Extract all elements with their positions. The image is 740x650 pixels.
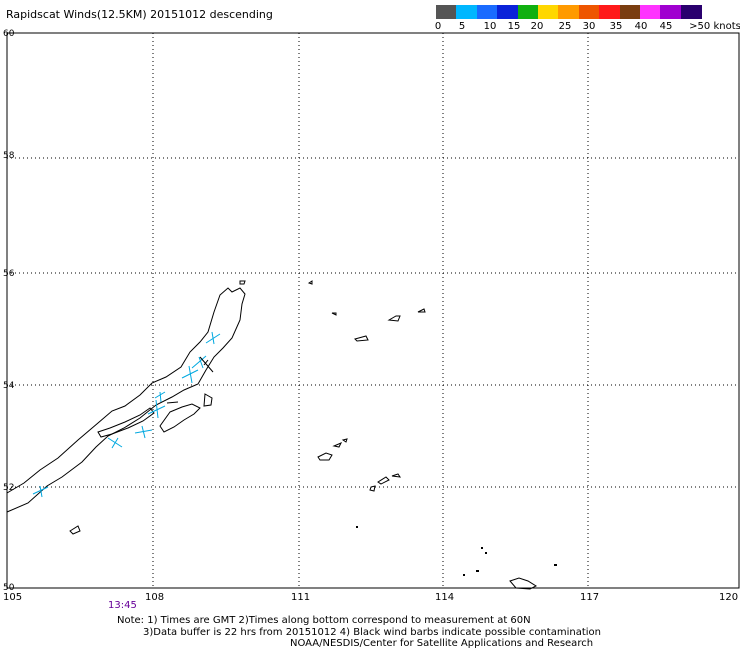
colorbar-label: 10 [483, 21, 497, 32]
colorbar-swatch [456, 5, 478, 19]
colorbar-swatch [558, 5, 580, 19]
grid-lines [7, 33, 739, 588]
lon-label-114: 114 [435, 592, 454, 603]
note-line-3: NOAA/NESDIS/Center for Satellite Applica… [290, 638, 594, 649]
lat-label-54: 54 [3, 381, 15, 391]
colorbar-swatch [599, 5, 621, 19]
contaminated-wind-barbs [166, 356, 214, 404]
lon-label-117: 117 [580, 592, 599, 603]
colorbar-swatch [660, 5, 682, 19]
note-line-1: Note: 1) Times are GMT 2)Times along bot… [117, 615, 531, 626]
lon-label-111: 111 [291, 592, 310, 603]
lat-label-50: 50 [3, 583, 15, 593]
map-title: Rapidscat Winds(12.5KM) 20151012 descend… [6, 8, 273, 21]
colorbar-swatch [517, 5, 539, 19]
lat-label-56: 56 [3, 269, 15, 279]
colorbar-label: >50 knots [689, 21, 740, 32]
lat-label-60: 60 [3, 29, 15, 39]
colorbar-label: 0 [434, 21, 442, 32]
plot-frame [6, 32, 740, 589]
lake-baikal-coastline [6, 280, 246, 535]
wind-barbs [32, 331, 221, 498]
lon-label-105: 105 [3, 592, 22, 603]
note-line-2: 3)Data buffer is 22 hrs from 20151012 4)… [143, 627, 601, 638]
colorbar-label: 35 [609, 21, 623, 32]
small-lakes [307, 280, 538, 590]
colorbar-swatch [640, 5, 661, 19]
colorbar-swatch [476, 5, 498, 19]
lon-label-108: 108 [145, 592, 164, 603]
lat-label-58: 58 [3, 151, 15, 161]
colorbar-label: 40 [634, 21, 648, 32]
tiny-lakes [356, 526, 557, 576]
colorbar-label: 45 [659, 21, 673, 32]
colorbar-swatch [680, 5, 702, 19]
lat-label-52: 52 [3, 483, 14, 493]
colorbar-label: 25 [558, 21, 572, 32]
colorbar-swatch [578, 5, 600, 19]
colorbar-swatch [538, 5, 559, 19]
colorbar-swatch [436, 5, 457, 19]
colorbar-label: 30 [582, 21, 596, 32]
colorbar-label: 15 [507, 21, 521, 32]
lon-label-120: 120 [719, 592, 738, 603]
time-label: 13:45 [108, 600, 137, 611]
colorbar-swatch [497, 5, 519, 19]
colorbar-swatch [619, 5, 641, 19]
colorbar-label: 20 [530, 21, 544, 32]
colorbar-label: 5 [458, 21, 466, 32]
